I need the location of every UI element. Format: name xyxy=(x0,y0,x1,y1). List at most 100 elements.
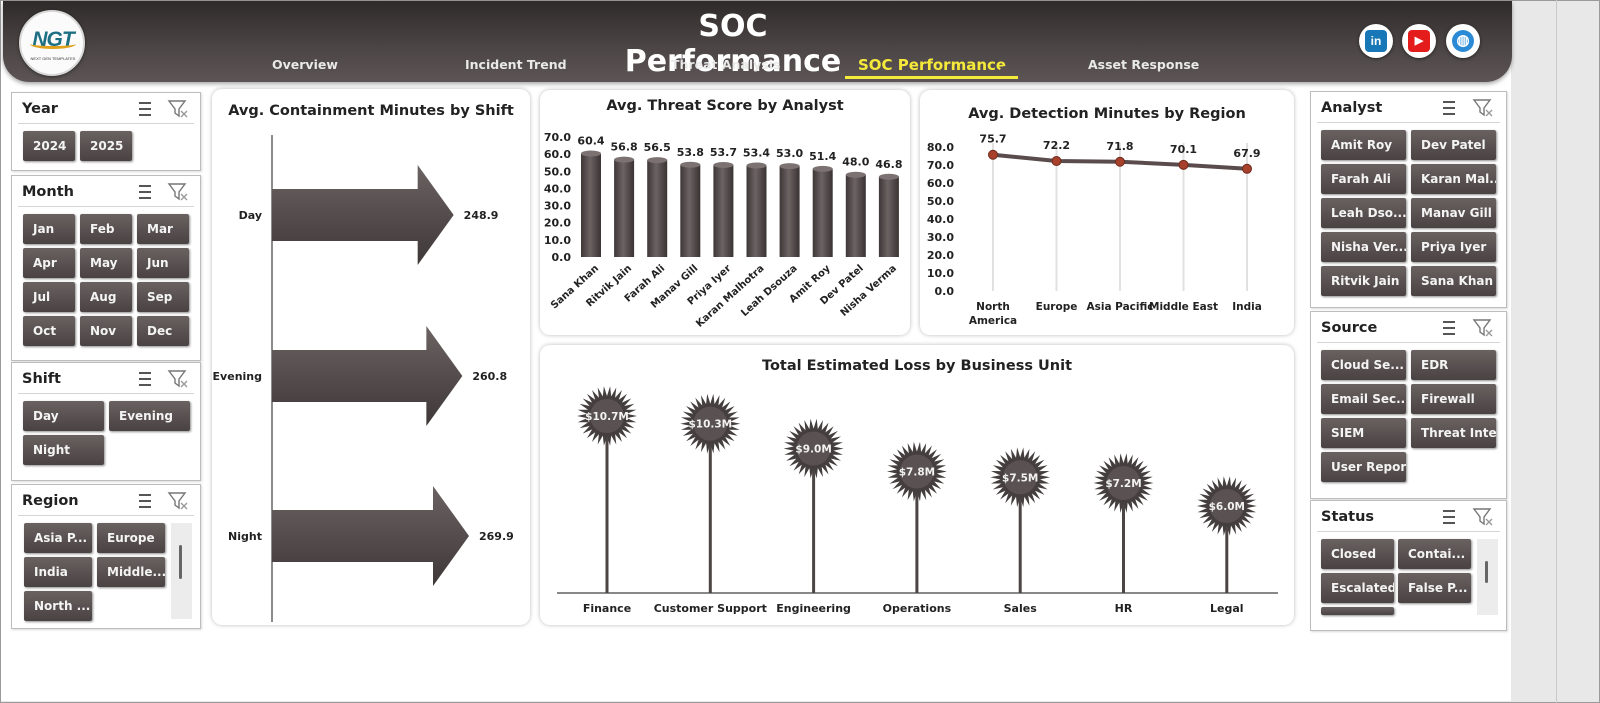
multi-select-icon[interactable] xyxy=(131,371,151,387)
year-2024-button[interactable]: 2024 xyxy=(23,131,75,161)
slicer-status: Status Closed Contai... Escalated False … xyxy=(1310,500,1507,631)
tab-overview[interactable]: Overview xyxy=(272,57,338,72)
month-feb-button[interactable]: Feb xyxy=(80,214,132,244)
analyst-karan-malhotra-button[interactable]: Karan Mal... xyxy=(1411,164,1496,194)
clear-filter-icon[interactable] xyxy=(167,182,189,202)
loss-starburst-core xyxy=(693,406,728,441)
month-jul-button[interactable]: Jul xyxy=(23,282,75,312)
multi-select-icon[interactable] xyxy=(1435,320,1455,336)
source-firewall-button[interactable]: Firewall xyxy=(1411,384,1496,414)
loss-chart: $10.7M Finance $10.3M Customer Support $9.0M… xyxy=(557,386,1278,615)
category-label: America xyxy=(969,315,1017,327)
source-user-report-button[interactable]: User Report xyxy=(1321,452,1406,482)
data-label: $7.2M xyxy=(1105,478,1141,490)
analyst-nisha-verma-button[interactable]: Nisha Ver... xyxy=(1321,232,1406,262)
linkedin-icon: in xyxy=(1365,30,1387,52)
analyst-amit-roy-button[interactable]: Amit Roy xyxy=(1321,130,1406,160)
tab-asset-response[interactable]: Asset Response xyxy=(1088,57,1200,72)
tab-soc-performance[interactable]: SOC Performance xyxy=(845,56,1019,79)
globe-icon: ◍ xyxy=(1452,30,1474,52)
y-tick-label: 10.0 xyxy=(544,234,571,247)
analyst-dev-patel-button[interactable]: Dev Patel xyxy=(1411,130,1496,160)
month-mar-button[interactable]: Mar xyxy=(137,214,189,244)
status-partial-button[interactable] xyxy=(1321,607,1394,615)
region-north-america-button[interactable]: North ... xyxy=(24,591,92,621)
data-point xyxy=(1178,159,1189,170)
month-dec-button[interactable]: Dec xyxy=(137,316,189,346)
shift-night-button[interactable]: Night xyxy=(23,435,104,465)
y-tick-label: 0.0 xyxy=(935,285,955,298)
region-india-button[interactable]: India xyxy=(24,557,92,587)
youtube-button[interactable]: ▶ xyxy=(1402,24,1436,58)
status-false-positive-button[interactable]: False P... xyxy=(1398,573,1471,603)
status-escalated-button[interactable]: Escalated xyxy=(1321,573,1394,603)
active-tab-indicator xyxy=(1000,66,1009,75)
threat-bar-cap xyxy=(845,171,866,178)
analyst-manav-gill-button[interactable]: Manav Gill xyxy=(1411,198,1496,228)
analyst-farah-ali-button[interactable]: Farah Ali xyxy=(1321,164,1406,194)
data-label: 67.9 xyxy=(1233,147,1260,160)
status-closed-button[interactable]: Closed xyxy=(1321,539,1394,569)
multi-select-icon[interactable] xyxy=(131,101,151,117)
y-tick-label: 70.0 xyxy=(544,131,571,144)
source-threat-intel-button[interactable]: Threat Intel xyxy=(1411,418,1496,448)
source-email-security-button[interactable]: Email Sec... xyxy=(1321,384,1406,414)
multi-select-icon[interactable] xyxy=(131,184,151,200)
status-contained-button[interactable]: Contai... xyxy=(1398,539,1471,569)
slicer-region: Region Asia P... Europe India Middle... … xyxy=(11,484,201,629)
tab-incident-trend[interactable]: Incident Trend xyxy=(465,57,567,72)
month-aug-button[interactable]: Aug xyxy=(80,282,132,312)
region-asia-pacific-button[interactable]: Asia P... xyxy=(24,523,92,553)
analyst-leah-dsouza-button[interactable]: Leah Dso... xyxy=(1321,198,1406,228)
clear-filter-icon[interactable] xyxy=(167,99,189,119)
y-tick-label: 40.0 xyxy=(544,182,571,195)
source-cloud-security-button[interactable]: Cloud Se... xyxy=(1321,350,1406,380)
year-2025-button[interactable]: 2025 xyxy=(80,131,132,161)
threat-bar-cap xyxy=(713,161,734,168)
clear-filter-icon[interactable] xyxy=(167,491,189,511)
source-edr-button[interactable]: EDR xyxy=(1411,350,1496,380)
y-tick-label: 10.0 xyxy=(927,267,954,280)
clear-filter-icon[interactable] xyxy=(1472,507,1494,527)
data-label: 56.8 xyxy=(611,141,638,154)
threat-bar xyxy=(878,176,899,257)
threat-bar-cap xyxy=(878,173,899,180)
month-jan-button[interactable]: Jan xyxy=(23,214,75,244)
month-sep-button[interactable]: Sep xyxy=(137,282,189,312)
slicer-scrollbar[interactable] xyxy=(171,523,192,619)
region-europe-button[interactable]: Europe xyxy=(97,523,165,553)
shift-evening-button[interactable]: Evening xyxy=(109,401,190,431)
month-may-button[interactable]: May xyxy=(80,248,132,278)
analyst-sana-khan-button[interactable]: Sana Khan xyxy=(1411,266,1496,296)
tab-threat-analysis[interactable]: Threat Analysis xyxy=(671,57,781,72)
region-middle-east-button[interactable]: Middle... xyxy=(97,557,165,587)
shift-arrow-bar xyxy=(272,165,454,265)
clear-filter-icon[interactable] xyxy=(1472,98,1494,118)
y-tick-label: 50.0 xyxy=(927,195,954,208)
linkedin-button[interactable]: in xyxy=(1359,24,1393,58)
category-label: Customer Support xyxy=(654,602,767,615)
website-button[interactable]: ◍ xyxy=(1446,24,1480,58)
company-logo[interactable]: NGT NEXT GEN TEMPLATES xyxy=(19,10,85,76)
multi-select-icon[interactable] xyxy=(1435,509,1455,525)
month-oct-button[interactable]: Oct xyxy=(23,316,75,346)
slicer-scrollbar[interactable] xyxy=(1477,539,1498,615)
scrollbar-thumb[interactable] xyxy=(179,545,182,579)
slicer-divider xyxy=(18,393,194,394)
analyst-ritvik-jain-button[interactable]: Ritvik Jain xyxy=(1321,266,1406,296)
clear-filter-icon[interactable] xyxy=(1472,318,1494,338)
month-jun-button[interactable]: Jun xyxy=(137,248,189,278)
slicer-title: Analyst xyxy=(1321,100,1383,116)
shift-day-button[interactable]: Day xyxy=(23,401,104,431)
multi-select-icon[interactable] xyxy=(1435,100,1455,116)
month-apr-button[interactable]: Apr xyxy=(23,248,75,278)
source-siem-button[interactable]: SIEM xyxy=(1321,418,1406,448)
month-nov-button[interactable]: Nov xyxy=(80,316,132,346)
shift-arrow-bar xyxy=(272,486,469,586)
scrollbar-thumb[interactable] xyxy=(1485,561,1488,583)
slicer-title: Status xyxy=(1321,509,1375,525)
category-label: Leah Dsouza xyxy=(739,263,799,319)
analyst-priya-iyer-button[interactable]: Priya Iyer xyxy=(1411,232,1496,262)
multi-select-icon[interactable] xyxy=(131,493,151,509)
clear-filter-icon[interactable] xyxy=(167,369,189,389)
